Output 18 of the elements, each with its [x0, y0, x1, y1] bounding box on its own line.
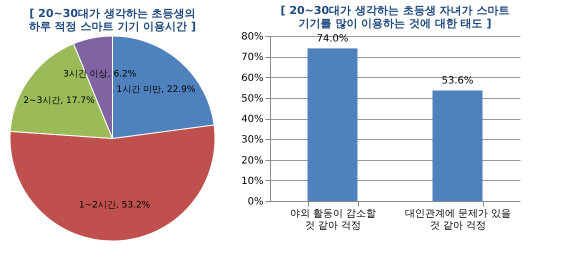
slice-label: 1~2시간, 53.2%: [78, 200, 151, 210]
y-tick-label: 70%: [241, 52, 264, 64]
y-tick-label: 20%: [241, 155, 264, 166]
y-tick-label: 10%: [241, 176, 264, 187]
y-tick-label: 0%: [248, 196, 264, 208]
y-tick-label: 40%: [241, 114, 264, 125]
y-tick-label: 50%: [241, 93, 264, 104]
y-tick-label: 80%: [241, 32, 264, 42]
data-label: 74.0%: [316, 33, 348, 44]
slice-label: 2~3시간, 17.7%: [23, 96, 96, 106]
y-tick-label: 60%: [241, 72, 264, 84]
y-tick-label: 30%: [241, 134, 264, 146]
data-label: 53.6%: [442, 75, 474, 86]
chart-title: [ 20~30대가 생각하는 초등생의 하루 적정 스마트 기기 이용시간 ]: [28, 7, 196, 33]
slice-label: 1시간 미만, 22.9%: [116, 84, 196, 95]
x-tick-label: 대인관계에 문제가 있을 것 같아 걱정: [404, 208, 512, 232]
x-tick-label: 야외 활동이 감소할 것 같아 걱정: [290, 208, 376, 232]
chart-title: [ 20~30대가 생각하는 초등생 자녀가 스마트 기기를 많이 이용하는 것에 대한 태도 ]: [280, 4, 510, 30]
